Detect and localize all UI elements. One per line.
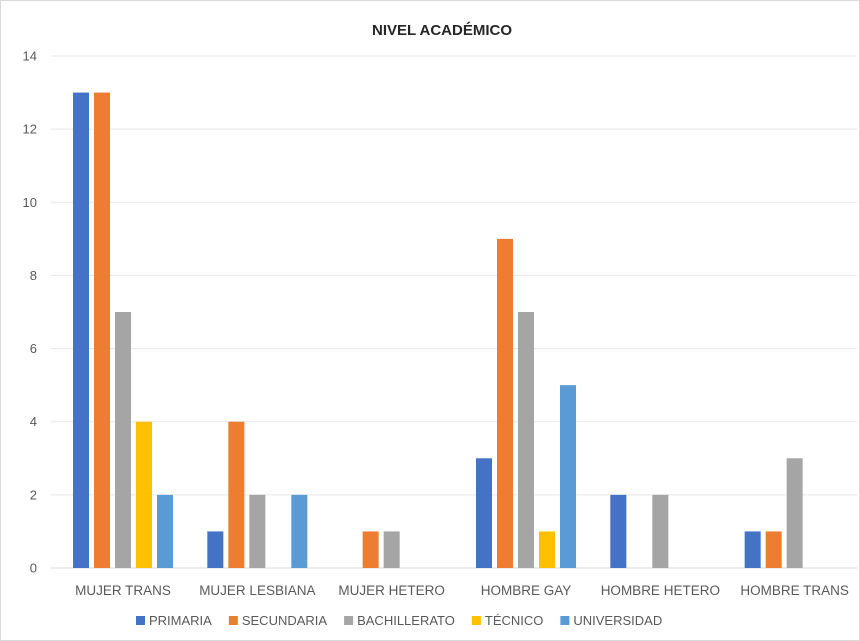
y-tick-label: 8 <box>30 268 37 283</box>
x-category-label: MUJER TRANS <box>75 583 171 598</box>
y-tick-label: 10 <box>23 195 37 210</box>
bar-universidad-1 <box>291 494 308 568</box>
legend-swatch <box>560 616 570 625</box>
legend-label: BACHILLERATO <box>357 613 455 628</box>
y-tick-label: 4 <box>30 414 37 429</box>
legend-label: PRIMARIA <box>149 613 212 628</box>
bar-bachillerato-4 <box>652 494 669 568</box>
bar-secundaria-5 <box>765 531 782 568</box>
bar-primaria-3 <box>476 458 492 568</box>
y-tick-label: 2 <box>30 487 37 502</box>
y-axis-tick-labels: 0 2 4 6 8 10 12 14 <box>23 49 37 576</box>
y-tick-label: 14 <box>23 49 37 64</box>
legend-swatch <box>471 616 481 625</box>
bar-tcnico-3 <box>539 531 555 568</box>
x-axis-category-labels: MUJER TRANS MUJER LESBIANA MUJER HETERO HOM… <box>75 583 849 598</box>
x-category-label: MUJER LESBIANA <box>199 583 315 598</box>
bar-tcnico-0 <box>136 421 152 568</box>
bar-primaria-4 <box>610 494 627 568</box>
bar-secundaria-0 <box>94 92 110 569</box>
legend: PRIMARIA SECUNDARIA BACHILLERATO TÉCNICO UNI… <box>136 613 662 628</box>
x-category-label: HOMBRE GAY <box>481 583 572 598</box>
y-tick-label: 12 <box>23 122 37 137</box>
legend-label: TÉCNICO <box>485 613 544 628</box>
gridlines <box>51 55 857 569</box>
bar-bachillerato-5 <box>786 458 803 568</box>
bar-bachillerato-0 <box>115 312 131 568</box>
bar-secundaria-1 <box>228 421 245 568</box>
x-category-label: MUJER HETERO <box>338 583 445 598</box>
bar-secundaria-3 <box>497 238 513 568</box>
bars <box>73 92 803 569</box>
bar-bachillerato-1 <box>249 494 266 568</box>
bar-bachillerato-2 <box>383 531 400 568</box>
bar-bachillerato-3 <box>518 312 534 568</box>
bar-primaria-1 <box>207 531 224 568</box>
legend-swatch <box>136 616 145 625</box>
bar-primaria-5 <box>744 531 761 568</box>
chart-title: NIVEL ACADÉMICO <box>372 22 512 39</box>
y-tick-label: 6 <box>30 341 37 356</box>
bar-universidad-0 <box>157 494 173 568</box>
legend-swatch <box>228 616 238 625</box>
x-category-label: HOMBRE TRANS <box>740 583 849 598</box>
bar-primaria-0 <box>73 92 89 569</box>
x-category-label: HOMBRE HETERO <box>601 583 720 598</box>
legend-label: UNIVERSIDAD <box>573 613 662 628</box>
legend-swatch <box>344 616 354 625</box>
bar-secundaria-2 <box>362 531 379 568</box>
y-tick-label: 0 <box>30 561 37 576</box>
legend-label: SECUNDARIA <box>242 613 328 628</box>
bar-universidad-3 <box>560 385 576 568</box>
